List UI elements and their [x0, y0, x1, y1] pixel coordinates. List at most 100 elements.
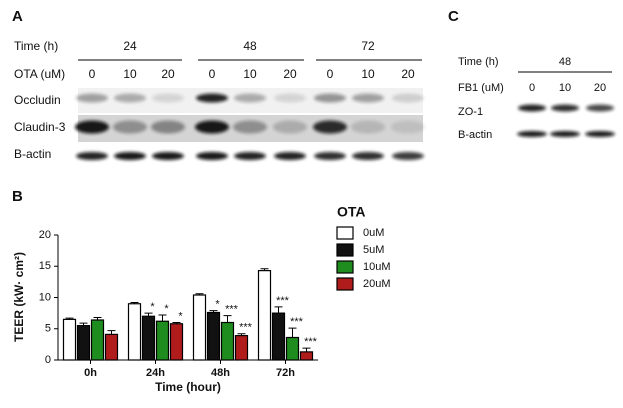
significance-label: ***	[239, 322, 253, 334]
zo1-band	[518, 104, 546, 112]
occludin-band	[76, 93, 108, 103]
row-label: Time (h)	[458, 56, 499, 68]
dose-label: 10	[361, 67, 375, 81]
actin-band	[352, 152, 384, 160]
row-label: OTA (uM)	[14, 67, 65, 81]
y-tick-label: 10	[39, 291, 51, 303]
legend-swatch	[336, 260, 354, 274]
bar	[285, 336, 300, 361]
occludin-band	[234, 93, 266, 103]
bar	[169, 323, 184, 361]
legend-title: OTA	[337, 204, 366, 220]
occludin-band	[196, 93, 228, 103]
bar	[206, 311, 221, 361]
significance-label: ***	[304, 336, 318, 348]
bar	[76, 325, 91, 361]
bar	[104, 333, 119, 361]
dose-label: 20	[594, 82, 606, 94]
claudin-band	[273, 120, 307, 134]
significance-label: *	[178, 310, 183, 322]
x-tick-label: 24h	[146, 367, 165, 379]
time-label: 48	[559, 56, 571, 68]
bar	[257, 270, 272, 361]
row-label: ZO-1	[458, 106, 483, 118]
x-tick-label: 0h	[84, 367, 97, 379]
dose-label: 10	[243, 67, 257, 81]
significance-label: *	[215, 299, 220, 311]
actin-band	[274, 152, 306, 160]
x-tick-label: 72h	[276, 367, 295, 379]
legend-swatch	[336, 226, 354, 240]
claudin-band	[351, 120, 385, 134]
y-tick-label: 5	[45, 323, 51, 335]
row-label: Occludin	[14, 93, 61, 107]
bar	[299, 351, 314, 361]
dose-label: 20	[161, 67, 175, 81]
bar	[192, 294, 207, 361]
row-label: B-actin	[14, 147, 51, 161]
bar	[62, 318, 77, 361]
dose-label: 10	[559, 82, 571, 94]
y-tick-label: 20	[39, 229, 51, 241]
significance-label: ***	[225, 304, 239, 316]
actin-band	[585, 131, 615, 137]
dose-label: 0	[209, 67, 216, 81]
panel-label: C	[448, 8, 459, 25]
significance-label: *	[164, 303, 169, 315]
actin-band	[196, 152, 228, 160]
claudin-band	[313, 120, 347, 134]
dose-label: 20	[401, 67, 415, 81]
claudin-band	[391, 120, 425, 134]
significance-label: ***	[290, 316, 304, 328]
occludin-band	[314, 93, 346, 103]
zo1-band	[551, 104, 579, 112]
occludin-band	[352, 93, 384, 103]
actin-band	[152, 152, 184, 160]
occludin-band	[392, 93, 424, 103]
dose-label: 20	[283, 67, 297, 81]
claudin-band	[233, 120, 267, 134]
significance-label: *	[150, 301, 155, 313]
dose-label: 10	[123, 67, 137, 81]
bar	[127, 303, 142, 361]
actin-band	[314, 152, 346, 160]
y-tick-label: 0	[45, 354, 51, 366]
bar	[141, 315, 156, 361]
panel-label: A	[12, 8, 23, 25]
bar	[90, 319, 105, 361]
actin-band	[550, 131, 580, 137]
y-tick-label: 15	[39, 260, 51, 272]
row-label: Time (h)	[14, 39, 58, 53]
claudin-band	[75, 120, 109, 134]
actin-band	[517, 131, 547, 137]
significance-label: ***	[276, 295, 290, 307]
claudin-band	[113, 120, 147, 134]
occludin-band	[152, 93, 184, 103]
occludin-band	[274, 93, 306, 103]
zo1-band	[586, 104, 614, 112]
dose-label: 0	[529, 82, 535, 94]
time-label: 72	[361, 39, 375, 53]
y-axis-title: TEER (kW· cm²)	[12, 252, 26, 342]
bar	[220, 321, 235, 361]
panel-label: B	[12, 188, 23, 205]
occludin-band	[114, 93, 146, 103]
row-label: B-actin	[458, 129, 492, 141]
actin-band	[76, 152, 108, 160]
claudin-band	[195, 120, 229, 134]
bar	[155, 320, 170, 361]
row-label: Claudin-3	[14, 120, 66, 134]
legend-swatch	[336, 243, 354, 257]
row-label: FB1 (uM)	[458, 82, 504, 94]
legend-label: 0uM	[363, 227, 384, 239]
legend-label: 10uM	[363, 261, 391, 273]
actin-band	[392, 152, 424, 160]
claudin-band	[151, 120, 185, 134]
x-tick-label: 48h	[211, 367, 230, 379]
x-axis-title: Time (hour)	[155, 380, 221, 394]
time-label: 48	[243, 39, 257, 53]
legend-label: 20uM	[363, 278, 391, 290]
legend-swatch	[336, 277, 354, 291]
time-label: 24	[123, 39, 137, 53]
